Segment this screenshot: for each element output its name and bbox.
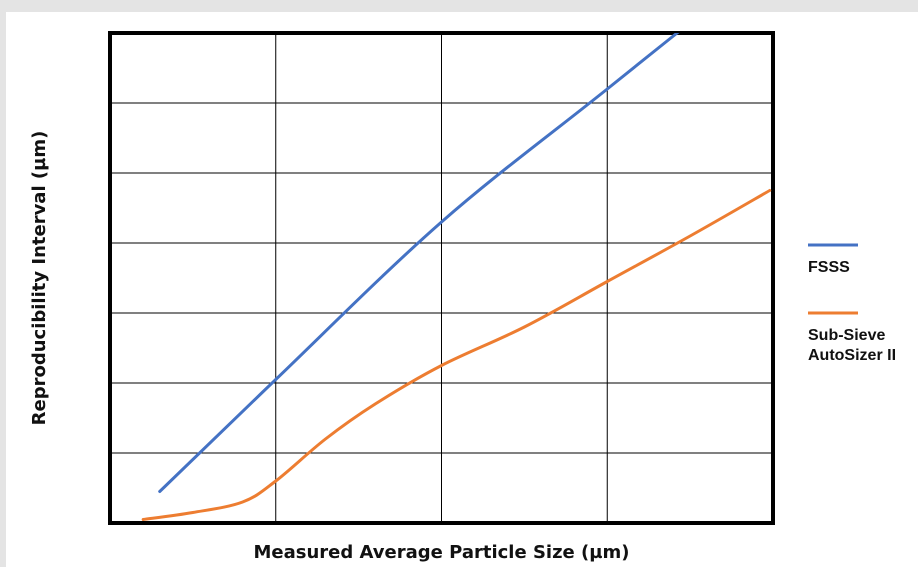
chart-panel bbox=[6, 12, 918, 567]
y-axis-label: Reproducibility Interval (µm) bbox=[29, 131, 50, 426]
legend-label-fsss: FSSS bbox=[808, 259, 850, 276]
series-line-sub-sieve-autosizer-ii bbox=[141, 189, 772, 521]
plot-frame bbox=[108, 31, 775, 525]
legend: FSSS Sub-Sieve AutoSizer II bbox=[808, 243, 896, 364]
series-layer bbox=[141, 33, 772, 521]
legend-label-sub-sieve-autosizer-ii: Sub-Sieve AutoSizer II bbox=[808, 327, 896, 364]
grid bbox=[110, 33, 773, 523]
series-line-fsss bbox=[158, 33, 680, 493]
x-axis-label: Measured Average Particle Size (µm) bbox=[253, 542, 629, 563]
